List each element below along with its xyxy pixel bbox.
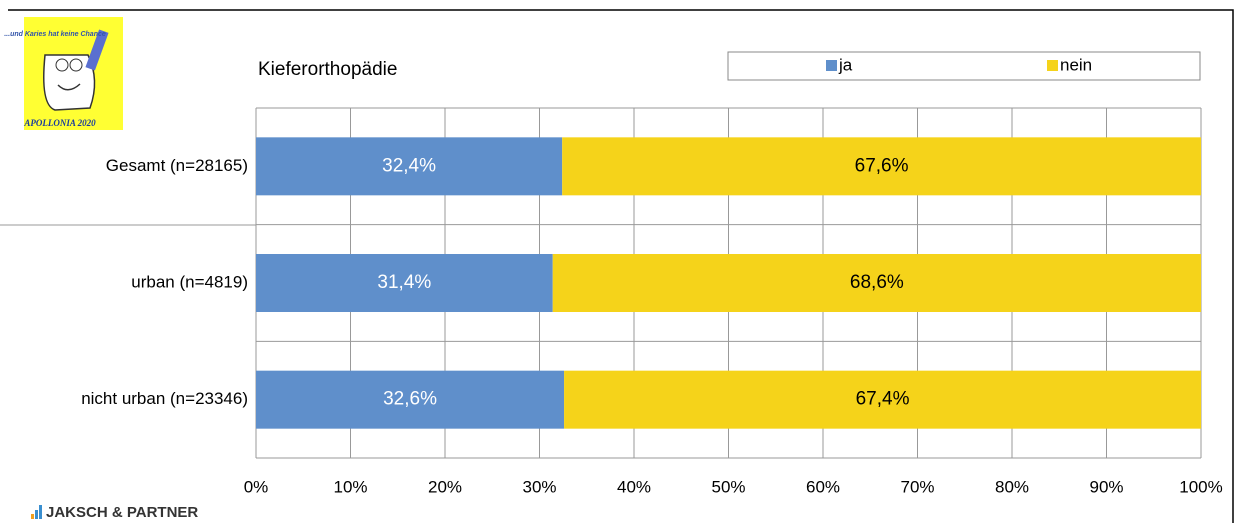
legend-box [727,51,1201,81]
legend-swatch [1047,60,1058,71]
x-tick-label: 30% [522,477,556,496]
footer-icon [39,505,42,519]
logo-caption: APOLLONIA 2020 [23,118,96,128]
logo-slogan: ...und Karies hat keine Chance [4,31,106,38]
logo-mouth [57,83,81,91]
footer-brand: JAKSCH & PARTNER [46,504,198,521]
legend-label: nein [1060,55,1092,74]
x-tick-label: 80% [995,477,1029,496]
value-label: 68,6% [850,272,904,293]
value-label: 32,4% [382,155,436,176]
value-label: 31,4% [377,272,431,293]
bar-segment [256,254,553,312]
logo-brush [85,29,109,71]
bar-segment [562,137,1201,196]
x-tick-label: 70% [900,477,934,496]
value-label: 32,6% [383,389,437,410]
legend-label: ja [838,55,853,74]
bar-segment [564,370,1201,429]
footer-icon [35,510,38,519]
footer: JAKSCH & PARTNER [31,504,198,521]
x-tick-label: 90% [1089,477,1123,496]
y-tick-label: Gesamt (n=28165) [106,156,248,175]
x-tick-label: 100% [1179,477,1222,496]
x-tick-label: 40% [617,477,651,496]
logo-eye [55,58,69,72]
x-tick-label: 50% [711,477,745,496]
frame [8,9,1234,523]
value-label: 67,4% [856,389,910,410]
x-tick-label: 60% [806,477,840,496]
x-tick-label: 20% [428,477,462,496]
x-tick-label: 0% [244,477,269,496]
chart-title: Kieferorthopädie [258,59,397,80]
y-tick-label: urban (n=4819) [131,272,248,291]
logo: ...und Karies hat keine Chance APOLLONIA… [4,17,123,130]
legend-swatch [826,60,837,71]
footer-icon [31,514,34,519]
logo-eye [69,58,83,72]
value-label: 67,6% [855,155,909,176]
bar-segment [256,137,563,196]
y-tick-label: nicht urban (n=23346) [81,389,248,408]
bar-segment [552,254,1201,312]
x-tick-label: 10% [333,477,367,496]
bar-segment [256,370,565,429]
